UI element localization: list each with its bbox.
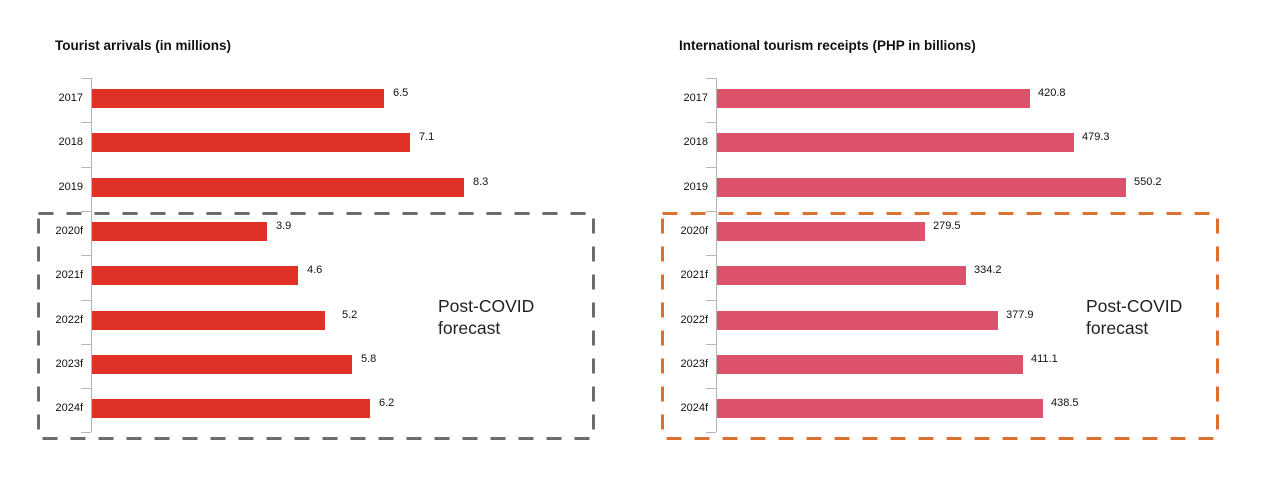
category-label: 2020f — [680, 225, 708, 237]
chart-title: Tourist arrivals (in millions) — [55, 38, 232, 53]
tourist-arrivals-chart: Tourist arrivals (in millions) 2017 6.5 20… — [0, 0, 620, 486]
category-label: 2018 — [58, 136, 83, 148]
axis-tick — [81, 78, 91, 79]
category-label: 2020f — [55, 225, 83, 237]
category-label: 2018 — [683, 136, 708, 148]
value-label: 3.9 — [276, 220, 292, 232]
bar — [717, 133, 1074, 152]
category-label: 2019 — [683, 181, 708, 193]
category-label: 2017 — [58, 92, 83, 104]
axis-tick — [706, 122, 716, 123]
chart-title: International tourism receipts (PHP in b… — [679, 38, 976, 53]
value-label: 5.2 — [342, 309, 358, 321]
value-label: 438.5 — [1051, 397, 1079, 409]
value-label: 550.2 — [1134, 176, 1162, 188]
bar — [717, 355, 1023, 374]
bar — [92, 133, 410, 152]
value-label: 479.3 — [1082, 131, 1110, 143]
axis-tick — [706, 167, 716, 168]
value-label: 8.3 — [473, 176, 489, 188]
forecast-annotation: Post-COVID forecast — [1086, 295, 1182, 339]
bar — [717, 178, 1126, 197]
bar — [92, 89, 384, 108]
axis-tick — [81, 167, 91, 168]
category-label: 2022f — [680, 314, 708, 326]
annotation-line-2: forecast — [438, 318, 501, 338]
value-label: 5.8 — [361, 353, 377, 365]
category-label: 2024f — [55, 402, 83, 414]
axis-tick — [81, 344, 91, 345]
axis-tick — [706, 211, 716, 212]
category-label: 2017 — [683, 92, 708, 104]
value-label: 279.5 — [933, 220, 961, 232]
axis-tick — [81, 388, 91, 389]
y-axis-line — [716, 78, 717, 432]
axis-tick — [706, 78, 716, 79]
category-label: 2023f — [55, 358, 83, 370]
annotation-line-1: Post-COVID — [1086, 296, 1183, 316]
bar — [92, 222, 267, 241]
annotation-line-2: forecast — [1086, 318, 1149, 338]
bar — [92, 311, 325, 330]
value-label: 420.8 — [1038, 87, 1066, 99]
annotation-line-1: Post-COVID — [438, 296, 535, 316]
value-label: 6.2 — [379, 397, 395, 409]
bar — [717, 266, 966, 285]
axis-tick — [706, 300, 716, 301]
bar — [717, 311, 998, 330]
category-label: 2023f — [680, 358, 708, 370]
forecast-annotation: Post-COVID forecast — [438, 295, 534, 339]
category-label: 2021f — [680, 269, 708, 281]
value-label: 377.9 — [1006, 309, 1034, 321]
tourism-receipts-chart: International tourism receipts (PHP in b… — [625, 0, 1265, 486]
value-label: 6.5 — [393, 87, 409, 99]
category-label: 2022f — [55, 314, 83, 326]
axis-tick — [81, 300, 91, 301]
axis-tick — [706, 255, 716, 256]
axis-tick — [81, 255, 91, 256]
axis-tick — [706, 432, 716, 433]
axis-tick — [81, 122, 91, 123]
bar — [92, 266, 298, 285]
value-label: 334.2 — [974, 264, 1002, 276]
bar — [717, 89, 1030, 108]
bar — [92, 178, 464, 197]
value-label: 7.1 — [419, 131, 435, 143]
axis-tick — [81, 211, 91, 212]
value-label: 411.1 — [1031, 353, 1058, 365]
bar — [717, 222, 925, 241]
axis-tick — [706, 344, 716, 345]
category-label: 2024f — [680, 402, 708, 414]
category-label: 2019 — [58, 181, 83, 193]
bar — [717, 399, 1043, 418]
axis-tick — [706, 388, 716, 389]
bar — [92, 399, 370, 418]
y-axis-line — [91, 78, 92, 432]
bar — [92, 355, 352, 374]
value-label: 4.6 — [307, 264, 323, 276]
category-label: 2021f — [55, 269, 83, 281]
axis-tick — [81, 432, 91, 433]
